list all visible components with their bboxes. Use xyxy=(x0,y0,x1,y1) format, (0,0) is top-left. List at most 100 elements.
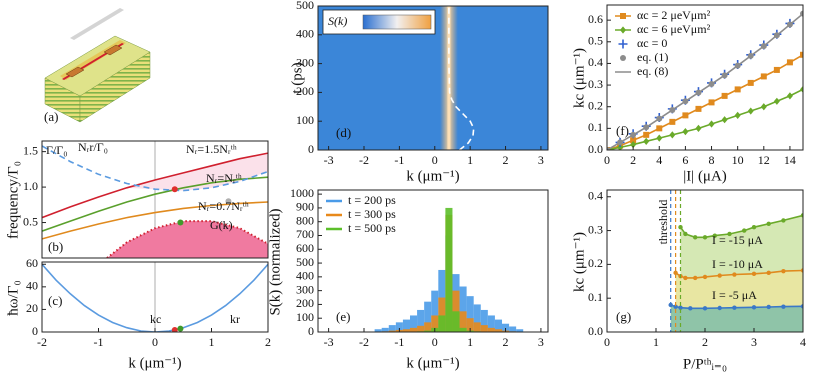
data-point xyxy=(734,111,741,119)
panel-tag: (d) xyxy=(336,125,351,140)
x-tick-label: -2 xyxy=(359,153,369,167)
x-tick-label: 2 xyxy=(503,335,509,349)
data-point xyxy=(734,86,741,93)
data-point xyxy=(225,198,232,205)
annotation: I = -15 μA xyxy=(712,233,763,247)
data-point xyxy=(781,268,786,274)
histogram-bar xyxy=(424,330,432,332)
data-point xyxy=(781,304,786,309)
data-point xyxy=(678,305,683,310)
x-tick-label: 0 xyxy=(152,335,158,349)
data-point xyxy=(786,59,793,66)
data-point xyxy=(727,231,732,237)
x-tick-label: 2 xyxy=(265,335,271,349)
data-point xyxy=(773,66,780,73)
data-point xyxy=(171,326,178,332)
x-tick-label: 2 xyxy=(630,153,636,167)
annotation: threshold xyxy=(656,200,670,245)
x-tick-label: 0 xyxy=(604,153,610,167)
y-tick-label: 60 xyxy=(26,256,38,270)
data-point xyxy=(766,221,771,227)
x-tick-label: 1 xyxy=(467,335,473,349)
panel: -3 -2 -1 0 1 2 3 0 100 200 300 400 500 k (μm⁻¹) t (ps)… xyxy=(289,0,549,184)
x-tick-label: 1 xyxy=(467,153,473,167)
data-point xyxy=(669,118,676,125)
axes-frame xyxy=(606,4,804,151)
series-line xyxy=(42,263,268,332)
axes-frame xyxy=(317,5,549,151)
legend-label: eq. (8) xyxy=(637,64,668,78)
x-tick-label: -1 xyxy=(394,335,404,349)
data-point xyxy=(721,116,728,124)
y-tick-label: 1.0 xyxy=(23,179,38,193)
x-tick-label: 3 xyxy=(538,335,544,349)
series-line xyxy=(106,220,268,258)
data-point xyxy=(800,213,803,218)
annotation: Γ/Γ₀ xyxy=(46,143,67,157)
colorbar-label: S(k) xyxy=(328,14,347,28)
y-tick-label: 100 xyxy=(296,310,314,324)
y-axis-label: kc (μm⁻¹) xyxy=(571,232,587,292)
data-point xyxy=(717,273,722,278)
y-tick-label: 300 xyxy=(296,282,314,296)
x-tick-label: 14 xyxy=(784,153,796,167)
data-point xyxy=(742,228,747,233)
y-tick-label: 200 xyxy=(296,296,314,310)
y-tick-label: 200 xyxy=(296,84,314,98)
y-tick-label: 0.2 xyxy=(588,98,603,112)
panel-tag: (g) xyxy=(616,309,631,324)
data-point xyxy=(688,306,693,311)
histogram-bar xyxy=(466,296,474,332)
annotation: Nᵣr/Γ₀ xyxy=(78,140,108,154)
data-point xyxy=(712,233,717,238)
plot-area xyxy=(374,207,524,332)
x-tick-label: 4 xyxy=(656,153,662,167)
plot-area xyxy=(42,141,268,258)
y-tick-label: 0.3 xyxy=(588,77,603,91)
series-line xyxy=(448,6,475,150)
data-point xyxy=(702,306,708,311)
data-point xyxy=(702,274,708,280)
data-point xyxy=(682,112,689,119)
x-tick-label: 0 xyxy=(432,153,438,167)
x-axis-label: |I| (μA) xyxy=(683,168,727,184)
legend-marker xyxy=(620,13,626,19)
data-point xyxy=(656,125,663,132)
data-point xyxy=(786,92,793,100)
data-point xyxy=(695,124,702,132)
data-point xyxy=(643,137,650,145)
panel-tag: (f) xyxy=(616,123,629,138)
y-axis-label: t (ps) xyxy=(289,62,305,93)
x-tick-label: 2 xyxy=(503,153,509,167)
data-point xyxy=(682,128,689,136)
x-tick-label: -3 xyxy=(324,335,334,349)
series-line xyxy=(42,152,268,219)
data-point xyxy=(177,325,184,332)
y-tick-label: 40 xyxy=(26,279,38,293)
y-tick-label: 0.2 xyxy=(588,256,603,270)
histogram-bar xyxy=(388,325,396,332)
data-point xyxy=(781,218,786,223)
legend-label: αc = 0 xyxy=(637,36,667,50)
data-point xyxy=(656,134,663,142)
legend-label: t = 300 ps xyxy=(348,207,396,221)
histogram-bar xyxy=(502,323,510,332)
data-point xyxy=(751,224,757,230)
histogram-bar xyxy=(431,290,439,332)
data-point xyxy=(693,275,698,281)
data-point xyxy=(171,186,178,193)
data-point xyxy=(708,99,715,106)
y-tick-label: 100 xyxy=(296,113,314,127)
y-axis-label: kc (μm⁻¹) xyxy=(571,48,587,108)
annotation: Nᵣ=Nᵣᵗʰ xyxy=(206,171,242,185)
y-tick-label: 0.5 xyxy=(588,34,603,48)
plot-area xyxy=(42,262,268,332)
y-axis-label: ħω/Γ₀ xyxy=(5,280,21,315)
annotation: I = -10 μA xyxy=(712,257,763,271)
y-tick-label: 400 xyxy=(296,269,314,283)
histogram-bar xyxy=(431,315,439,332)
data-point xyxy=(630,140,637,149)
